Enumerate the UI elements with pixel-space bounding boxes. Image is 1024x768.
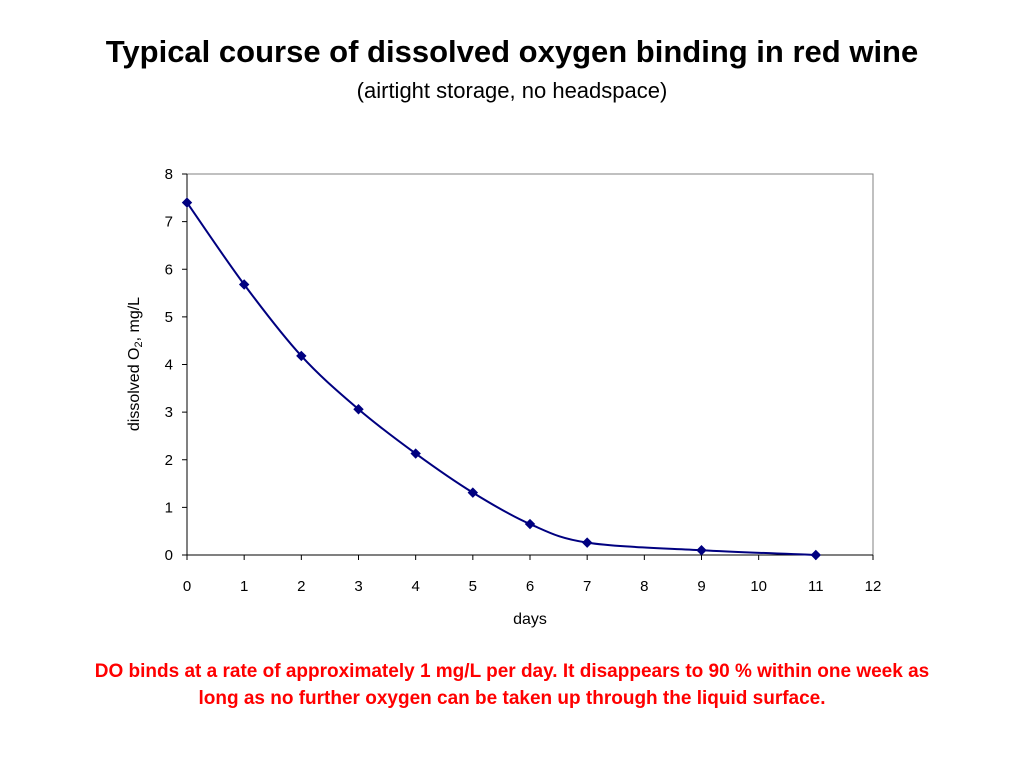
- x-tick-label: 1: [240, 578, 248, 595]
- x-tick-label: 8: [640, 578, 648, 595]
- y-axis-title: dissolved O2, mg/L: [126, 297, 145, 431]
- data-point-marker: [581, 537, 593, 548]
- x-tick-label: 3: [354, 578, 362, 595]
- page-subtitle: (airtight storage, no headspace): [356, 78, 668, 103]
- data-point-marker: [238, 279, 250, 290]
- data-point-marker: [410, 448, 421, 459]
- x-tick-label: 11: [808, 578, 824, 595]
- x-tick-label: 2: [297, 578, 305, 595]
- series-markers: [181, 197, 822, 561]
- footnote-line-1: DO binds at a rate of approximately 1 mg…: [94, 661, 930, 682]
- data-point-marker: [296, 350, 307, 362]
- y-tick-label: 2: [165, 452, 173, 469]
- y-axis-title-unit: , mg/L: [126, 297, 143, 342]
- footnote: DO binds at a rate of approximately 1 mg…: [0, 658, 1024, 712]
- plot-area: [186, 173, 874, 556]
- x-tick-label: 10: [750, 578, 767, 595]
- x-tick-label: 7: [583, 578, 591, 595]
- y-tick-label: 3: [165, 404, 173, 421]
- y-tick-label: 8: [165, 166, 173, 183]
- x-tick-label: 6: [526, 578, 534, 595]
- x-tick-label: 4: [411, 578, 419, 595]
- y-tick-label: 4: [165, 357, 173, 374]
- y-tick-label: 1: [165, 499, 173, 516]
- y-axis-ticks: 0 1 2 3 4 5 6 7 8: [165, 166, 187, 564]
- data-point-marker: [524, 518, 536, 530]
- y-tick-label: 6: [165, 261, 173, 278]
- x-tick-label: 0: [183, 578, 191, 595]
- y-tick-label: 5: [165, 309, 173, 326]
- data-point-marker: [467, 487, 479, 498]
- y-axis-title-subscript: 2: [133, 341, 145, 347]
- series-line: [186, 202, 816, 556]
- data-point-marker: [696, 545, 707, 556]
- x-axis-ticks: 0 1 2 3 4 5 6 7 8 9 10 11 12: [183, 555, 882, 595]
- y-axis-title-main: dissolved O: [126, 348, 143, 432]
- x-axis-title: days: [513, 611, 547, 628]
- data-point-marker: [353, 404, 364, 415]
- x-tick-label: 12: [865, 578, 882, 595]
- y-tick-label: 0: [165, 547, 173, 564]
- x-tick-label: 9: [697, 578, 705, 595]
- x-tick-label: 5: [469, 578, 477, 595]
- data-point-marker: [181, 197, 193, 208]
- footnote-line-2: long as no further oxygen can be taken u…: [198, 688, 826, 709]
- y-tick-label: 7: [165, 214, 173, 231]
- page-title: Typical course of dissolved oxygen bindi…: [105, 34, 919, 69]
- data-point-marker: [810, 549, 822, 561]
